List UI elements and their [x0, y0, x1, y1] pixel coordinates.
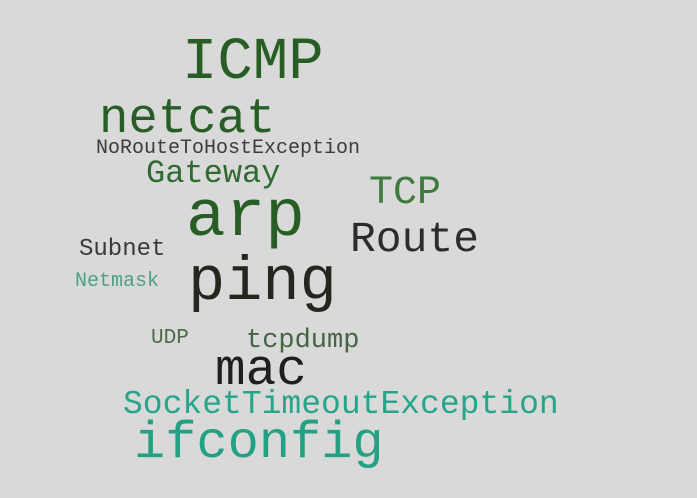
- word-subnet: Subnet: [79, 236, 166, 263]
- word-icmp: ICMP: [182, 29, 324, 96]
- word-mac: mac: [215, 343, 307, 400]
- word-netmask: Netmask: [75, 270, 160, 293]
- word-noroutetohostexception: NoRouteToHostException: [96, 137, 361, 160]
- word-route: Route: [350, 215, 480, 264]
- word-ifconfig: ifconfig: [134, 414, 384, 473]
- word-gateway: Gateway: [146, 155, 281, 192]
- word-tcp: TCP: [369, 171, 442, 216]
- word-netcat: netcat: [99, 91, 276, 147]
- word-tcpdump: tcpdump: [246, 326, 360, 356]
- word-sockettimeoutexception: SocketTimeoutException: [123, 386, 559, 423]
- word-ping: ping: [188, 247, 337, 318]
- word-arp: arp: [186, 180, 305, 255]
- word-udp: UDP: [151, 327, 189, 350]
